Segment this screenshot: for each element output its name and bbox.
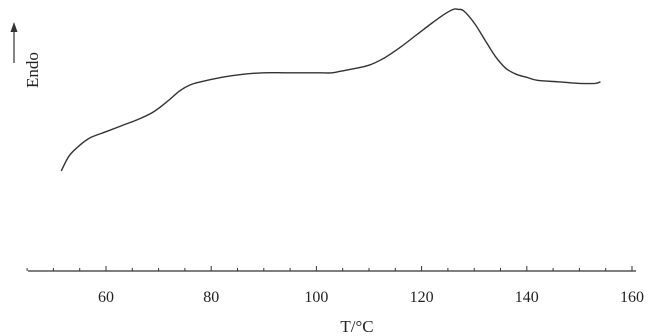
y-axis-label: Endo xyxy=(23,52,42,88)
x-tick-label: 100 xyxy=(304,289,328,306)
x-tick-label: 80 xyxy=(203,289,219,306)
x-tick-label: 120 xyxy=(410,289,434,306)
x-ticks: 60 80 100 120 140 160 xyxy=(26,266,644,306)
y-axis: Endo xyxy=(10,22,42,88)
plot-area xyxy=(60,8,601,172)
y-axis-arrowhead xyxy=(10,22,18,32)
x-axis: 60 80 100 120 140 160 T/°C xyxy=(26,266,644,336)
x-tick-label: 60 xyxy=(98,289,114,306)
x-axis-label: T/°C xyxy=(340,317,373,336)
dsc-curve xyxy=(60,8,601,172)
x-tick-label: 140 xyxy=(515,289,539,306)
x-tick-label: 160 xyxy=(620,289,644,306)
